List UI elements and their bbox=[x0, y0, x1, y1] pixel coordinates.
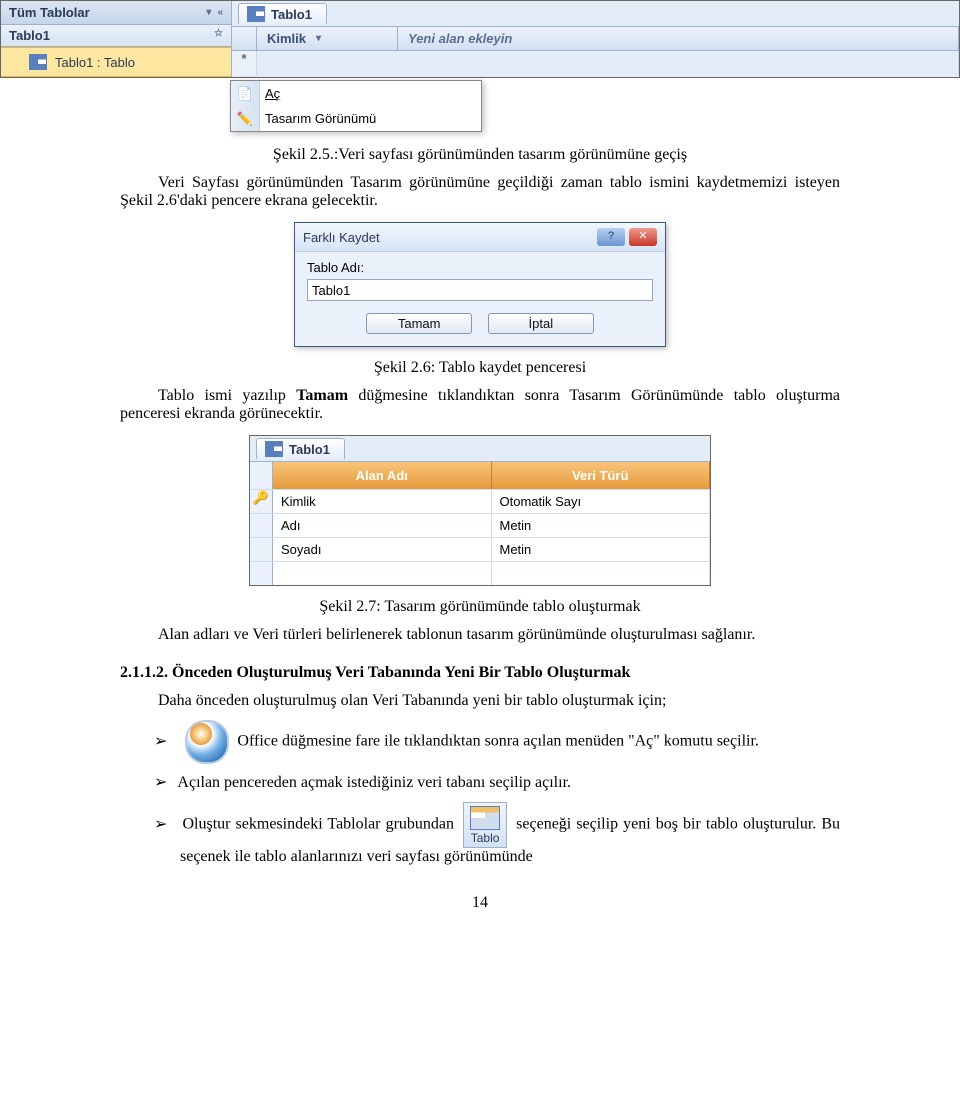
page-number: 14 bbox=[120, 894, 840, 912]
close-button[interactable]: ✕ bbox=[629, 228, 657, 246]
column-header-field-name: Alan Adı bbox=[273, 462, 492, 489]
figure-caption-2-5: Şekil 2.5.:Veri sayfası görünümünden tas… bbox=[120, 146, 840, 164]
bullet-list: Office düğmesine fare ile tıklandıktan s… bbox=[120, 720, 840, 792]
datasheet-screenshot: Tüm Tablolar ▾ « Tablo1 ☆ Tablo1 : Tablo… bbox=[0, 0, 960, 78]
data-type-cell[interactable]: Metin bbox=[492, 538, 711, 561]
expand-icon[interactable]: ☆ bbox=[214, 28, 223, 43]
field-name-cell[interactable]: Soyadı bbox=[273, 538, 492, 561]
bullet-list: Oluştur sekmesindeki Tablolar grubundan … bbox=[120, 802, 840, 866]
field-row[interactable]: 🔑 Kimlik Otomatik Sayı bbox=[250, 489, 710, 513]
nav-pane-header[interactable]: Tüm Tablolar ▾ « bbox=[1, 1, 231, 25]
open-icon: 📄 bbox=[235, 86, 255, 102]
document-tabs: Tablo1 Kimlik▾ Yeni alan ekleyin * bbox=[232, 1, 959, 77]
tab-label: Tablo1 bbox=[271, 7, 312, 22]
field-name-cell[interactable]: Adı bbox=[273, 514, 492, 537]
menu-item-open[interactable]: 📄 Aç bbox=[231, 81, 481, 106]
nav-item-tablo1[interactable]: Tablo1 : Tablo bbox=[1, 47, 231, 77]
nav-group-label: Tablo1 bbox=[9, 28, 50, 43]
menu-label: Tasarım Görünümü bbox=[265, 111, 376, 126]
field-row-empty[interactable] bbox=[250, 561, 710, 585]
field-row[interactable]: Soyadı Metin bbox=[250, 537, 710, 561]
figure-caption-2-7: Şekil 2.7: Tasarım görünümünde tablo olu… bbox=[120, 598, 840, 616]
tablo-chip-label: Tablo bbox=[471, 831, 500, 845]
data-type-cell[interactable]: Otomatik Sayı bbox=[492, 490, 711, 513]
paragraph: Daha önceden oluşturulmuş olan Veri Taba… bbox=[120, 692, 840, 710]
help-button[interactable]: ? bbox=[597, 228, 625, 246]
tab-tablo1[interactable]: Tablo1 bbox=[256, 438, 345, 459]
menu-label: Aç bbox=[265, 86, 280, 101]
tab-label: Tablo1 bbox=[289, 442, 330, 457]
menu-item-design-view[interactable]: ✏️ Tasarım Görünümü bbox=[231, 106, 481, 131]
list-item: Açılan pencereden açmak istediğiniz veri… bbox=[180, 772, 840, 792]
primary-key-icon: 🔑 bbox=[250, 490, 273, 513]
context-menu: 📄 Aç ✏️ Tasarım Görünümü bbox=[230, 80, 482, 132]
field-name-cell[interactable]: Kimlik bbox=[273, 490, 492, 513]
field-row[interactable]: Adı Metin bbox=[250, 513, 710, 537]
cancel-button[interactable]: İptal bbox=[488, 313, 594, 334]
dialog-title: Farklı Kaydet bbox=[303, 230, 380, 245]
design-view-header: Alan Adı Veri Türü bbox=[250, 462, 710, 489]
table-name-input[interactable] bbox=[307, 279, 653, 301]
collapse-icon[interactable]: « bbox=[217, 7, 223, 18]
save-as-dialog: Farklı Kaydet ? ✕ Tablo Adı: Tamam İptal bbox=[294, 222, 666, 347]
data-type-cell[interactable]: Metin bbox=[492, 514, 711, 537]
figure-caption-2-6: Şekil 2.6: Tablo kaydet penceresi bbox=[120, 359, 840, 377]
office-button-icon bbox=[185, 720, 229, 764]
dialog-titlebar: Farklı Kaydet ? ✕ bbox=[295, 223, 665, 252]
column-kimlik[interactable]: Kimlik▾ bbox=[257, 27, 398, 50]
column-header-data-type: Veri Türü bbox=[492, 462, 711, 489]
list-item: Oluştur sekmesindeki Tablolar grubundan … bbox=[180, 802, 840, 866]
ok-button[interactable]: Tamam bbox=[366, 313, 472, 334]
datasheet-row: * bbox=[232, 51, 959, 75]
table-icon bbox=[265, 441, 283, 457]
cell[interactable] bbox=[257, 51, 959, 75]
table-name-label: Tablo Adı: bbox=[307, 260, 653, 275]
tab-tablo1[interactable]: Tablo1 bbox=[238, 3, 327, 24]
section-heading: 2.1.1.2. Önceden Oluşturulmuş Veri Taban… bbox=[120, 664, 840, 682]
chevron-down-icon[interactable]: ▾ bbox=[206, 7, 211, 18]
column-add-new[interactable]: Yeni alan ekleyin bbox=[398, 27, 959, 50]
tablo-ribbon-icon: Tablo bbox=[463, 802, 507, 848]
nav-pane: Tüm Tablolar ▾ « Tablo1 ☆ Tablo1 : Tablo bbox=[1, 1, 232, 77]
paragraph: Veri Sayfası görünümünden Tasarım görünü… bbox=[120, 174, 840, 210]
paragraph: Alan adları ve Veri türleri belirlenerek… bbox=[120, 626, 840, 644]
nav-item-label: Tablo1 : Tablo bbox=[55, 55, 135, 70]
design-view-icon: ✏️ bbox=[235, 111, 255, 127]
row-selector[interactable]: * bbox=[232, 51, 257, 75]
nav-pane-title: Tüm Tablolar bbox=[9, 5, 90, 20]
design-view-screenshot: Tablo1 Alan Adı Veri Türü 🔑 Kimlik Otoma… bbox=[249, 435, 711, 586]
table-icon bbox=[29, 54, 47, 70]
nav-group-header[interactable]: Tablo1 ☆ bbox=[1, 25, 231, 47]
datasheet-header: Kimlik▾ Yeni alan ekleyin bbox=[232, 27, 959, 51]
list-item: Office düğmesine fare ile tıklandıktan s… bbox=[180, 720, 840, 764]
table-icon bbox=[247, 6, 265, 22]
paragraph: Tablo ismi yazılıp Tamam düğmesine tıkla… bbox=[120, 387, 840, 423]
